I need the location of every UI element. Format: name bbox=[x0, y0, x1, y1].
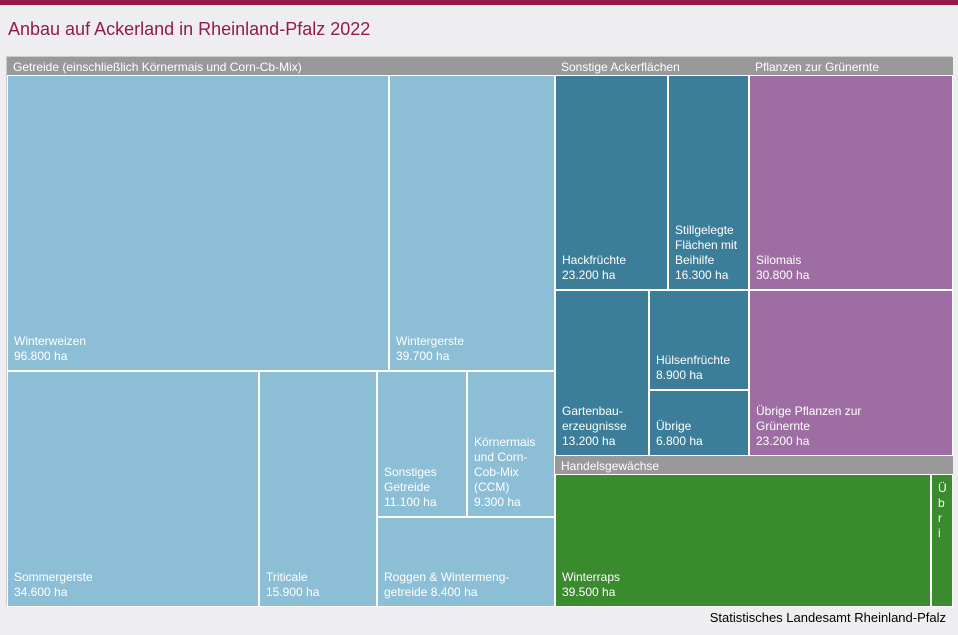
cell-silomais[interactable]: Silomais30.800 ha bbox=[749, 75, 953, 290]
treemap-chart: Getreide (einschließlich Körnermais und … bbox=[6, 56, 952, 606]
cell-roggen[interactable]: Roggen & Wintermeng-getreide 8.400 ha bbox=[377, 517, 555, 607]
title-area: Anbau auf Ackerland in Rheinland-Pfalz 2… bbox=[0, 5, 958, 56]
cell-sonstiges-getreide[interactable]: SonstigesGetreide11.100 ha bbox=[377, 371, 467, 517]
cell-label: Roggen & Wintermeng-getreide 8.400 ha bbox=[384, 570, 550, 600]
cell-koernermais[interactable]: Körnermaisund Corn-Cob-Mix(CCM)9.300 ha bbox=[467, 371, 555, 517]
chart-title: Anbau auf Ackerland in Rheinland-Pfalz 2… bbox=[8, 19, 950, 40]
cell-winterweizen[interactable]: Winterweizen96.800 ha bbox=[7, 75, 389, 371]
cell-label: Übrige6.800 ha bbox=[656, 419, 744, 449]
cell-sommergerste[interactable]: Sommergerste34.600 ha bbox=[7, 371, 259, 607]
cell-label: Sommergerste34.600 ha bbox=[14, 570, 254, 600]
group-header-getreide: Getreide (einschließlich Körnermais und … bbox=[7, 57, 555, 75]
cell-label: Übrige Pflanzen zurGrünernte23.200 ha bbox=[756, 404, 948, 449]
cell-label: Übri bbox=[938, 481, 948, 541]
cell-winterraps[interactable]: Winterraps39.500 ha bbox=[555, 474, 931, 607]
cell-label: Winterraps39.500 ha bbox=[562, 570, 926, 600]
cell-label: Körnermaisund Corn-Cob-Mix(CCM)9.300 ha bbox=[474, 435, 550, 510]
cell-label: Silomais30.800 ha bbox=[756, 253, 948, 283]
cell-label: Wintergerste39.700 ha bbox=[396, 334, 550, 364]
group-header-sonstige: Sonstige Ackerflächen bbox=[555, 57, 749, 75]
group-header-handelsgewaechse: Handelsgewächse bbox=[555, 456, 953, 474]
cell-label: Triticale15.900 ha bbox=[266, 570, 372, 600]
cell-huelsenfruechte[interactable]: Hülsenfrüchte8.900 ha bbox=[649, 290, 749, 390]
group-header-gruenernte: Pflanzen zur Grünernte bbox=[749, 57, 953, 75]
cell-uebrige-sonst[interactable]: Übrige6.800 ha bbox=[649, 390, 749, 456]
cell-uebrige-gruen[interactable]: Übrige Pflanzen zurGrünernte23.200 ha bbox=[749, 290, 953, 456]
cell-label: SonstigesGetreide11.100 ha bbox=[384, 465, 462, 510]
cell-stillgelegte[interactable]: StillgelegteFlächen mitBeihilfe16.300 ha bbox=[668, 75, 749, 290]
cell-gartenbau[interactable]: Gartenbau-erzeugnisse13.200 ha bbox=[555, 290, 649, 456]
cell-wintergerste[interactable]: Wintergerste39.700 ha bbox=[389, 75, 555, 371]
chart-source: Statistisches Landesamt Rheinland-Pfalz bbox=[0, 606, 958, 635]
cell-label: Winterweizen96.800 ha bbox=[14, 334, 384, 364]
cell-label: Gartenbau-erzeugnisse13.200 ha bbox=[562, 404, 644, 449]
cell-uebri-handel[interactable]: Übri bbox=[931, 474, 953, 607]
cell-label: Hülsenfrüchte8.900 ha bbox=[656, 353, 744, 383]
cell-hackfruechte[interactable]: Hackfrüchte23.200 ha bbox=[555, 75, 668, 290]
cell-label: Hackfrüchte23.200 ha bbox=[562, 253, 663, 283]
cell-label: StillgelegteFlächen mitBeihilfe16.300 ha bbox=[675, 223, 744, 283]
cell-triticale[interactable]: Triticale15.900 ha bbox=[259, 371, 377, 607]
